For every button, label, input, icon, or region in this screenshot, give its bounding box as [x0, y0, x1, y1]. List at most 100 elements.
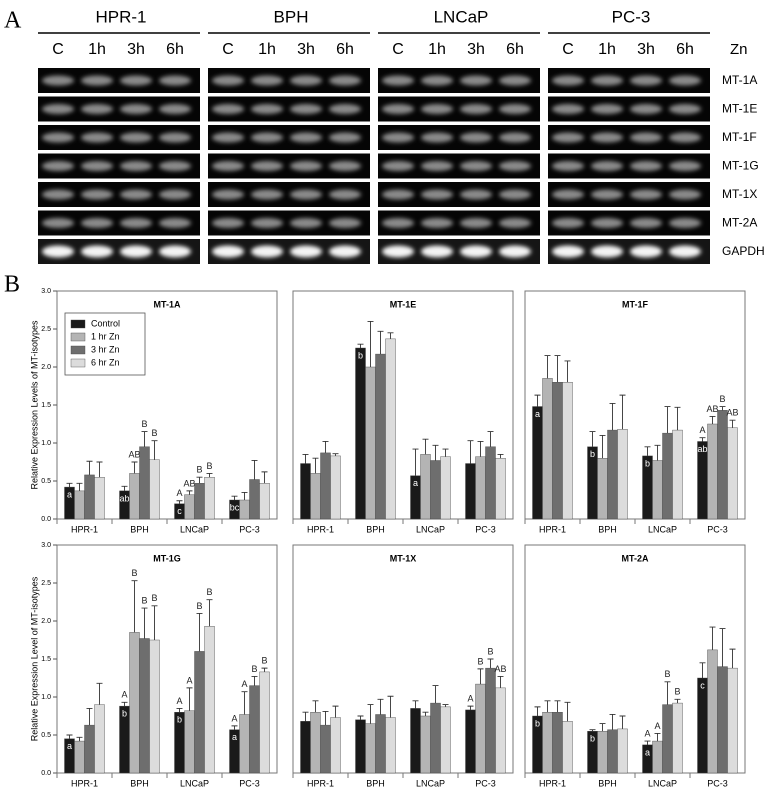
bar [129, 632, 140, 774]
gel-band [81, 132, 113, 143]
gel-band [669, 132, 701, 143]
gel-band [382, 104, 414, 114]
bar-letter-above: A [176, 488, 182, 498]
bar [465, 709, 476, 774]
gel-band [552, 245, 584, 258]
error-bar [654, 733, 661, 742]
legend-label: 1 hr Zn [91, 331, 120, 341]
gel-band [212, 104, 244, 114]
gel-band [552, 189, 584, 200]
timepoint-label: 3h [637, 41, 655, 58]
bar-letter-inside: c [700, 680, 705, 690]
error-bar [96, 461, 103, 478]
error-bar [664, 681, 671, 705]
gel-band [212, 161, 244, 171]
bar [365, 366, 376, 520]
error-bar [432, 685, 439, 704]
bar [607, 429, 618, 520]
error-bar [141, 607, 148, 639]
gel-band [329, 132, 361, 143]
error-bar [644, 446, 651, 456]
error-bar [151, 605, 158, 640]
error-bar [261, 667, 268, 672]
bar [84, 474, 95, 520]
error-bar [357, 343, 364, 348]
bar [184, 710, 195, 774]
x-tick-label: LNCaP [416, 778, 445, 788]
gel-band [290, 132, 322, 143]
gel-band [212, 132, 244, 143]
bar-letter-inside: a [67, 489, 72, 499]
gel-band [159, 245, 191, 258]
bar [652, 740, 663, 774]
gel-band [669, 104, 701, 114]
bar [475, 456, 486, 520]
y-tick-label: 1.5 [41, 656, 51, 663]
bar [365, 723, 376, 774]
error-bar [357, 715, 364, 720]
error-bar [654, 444, 661, 461]
y-axis-label: Relative Expression Levels of MT-isotype… [29, 320, 39, 490]
legend-label: Control [91, 318, 120, 328]
error-bar [477, 668, 484, 685]
bar [375, 353, 386, 520]
gel-band [159, 161, 191, 171]
error-bar [497, 453, 504, 459]
error-bar [729, 648, 736, 669]
bar [239, 499, 250, 520]
gel-band [159, 189, 191, 200]
error-bar [151, 440, 158, 460]
bar-letter-above: AB [726, 408, 738, 418]
bar-letter-above: A [699, 425, 705, 435]
error-bar [432, 444, 439, 461]
error-bar [599, 434, 606, 459]
timepoint-label: C [222, 41, 234, 58]
error-bar [534, 706, 541, 716]
bar [194, 483, 205, 520]
cell-line-label: BPH [274, 7, 309, 26]
gel-band [499, 161, 531, 171]
error-bar [477, 441, 484, 457]
error-bar [609, 403, 616, 431]
chart-title: MT-1E [390, 299, 417, 309]
gel-band [42, 104, 74, 114]
gel-band [159, 104, 191, 114]
gel-band [329, 104, 361, 114]
bar-letter-inside: c [177, 506, 182, 516]
gel-band [421, 75, 453, 86]
bar [300, 463, 311, 520]
bar-letter-above: A [121, 690, 127, 700]
error-bar [422, 438, 429, 455]
chart-title: MT-1G [153, 553, 181, 563]
gel-band [591, 161, 623, 171]
bar [204, 626, 215, 774]
gene-label: MT-1G [722, 159, 759, 173]
timepoint-label: 1h [258, 41, 276, 58]
bar-letter-inside: b [590, 449, 595, 459]
gel-band [499, 245, 531, 258]
bar [300, 721, 311, 774]
error-bar [241, 491, 248, 500]
bar [597, 731, 608, 774]
gel-band [460, 189, 492, 200]
gel-band [290, 161, 322, 171]
bar-letter-above: AB [183, 478, 195, 488]
bar-letter-inside: b [177, 715, 182, 725]
gel-band [159, 75, 191, 86]
gel-band [630, 104, 662, 114]
bar-letter-above: B [131, 568, 137, 578]
bar [249, 479, 260, 520]
bar [440, 706, 451, 774]
legend-label: 6 hr Zn [91, 357, 120, 367]
x-tick-label: BPH [598, 778, 617, 788]
error-bar [387, 332, 394, 339]
gel-band [591, 132, 623, 143]
gel-band [212, 189, 244, 200]
gel-band [669, 189, 701, 200]
error-bar [312, 700, 319, 713]
bar-letter-inside: b [122, 708, 127, 718]
error-bar [332, 705, 339, 718]
bar [617, 429, 628, 520]
y-tick-label: 1.5 [41, 402, 51, 409]
error-bar [66, 482, 73, 488]
